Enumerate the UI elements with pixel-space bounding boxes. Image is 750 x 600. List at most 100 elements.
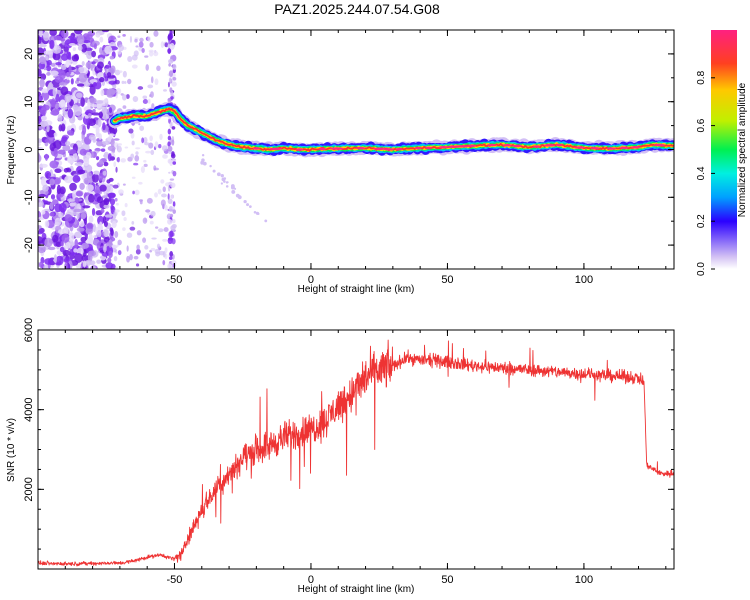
noise-blob bbox=[149, 51, 154, 57]
noise-blob bbox=[209, 164, 212, 168]
noise-blob bbox=[40, 177, 48, 187]
noise-blob bbox=[171, 126, 176, 130]
noise-blob bbox=[135, 147, 141, 150]
noise-blob bbox=[138, 41, 144, 48]
noise-blob bbox=[131, 64, 138, 69]
noise-blob bbox=[49, 39, 55, 49]
noise-blob bbox=[38, 95, 44, 102]
noise-blob bbox=[89, 177, 93, 184]
ridge-peak bbox=[383, 148, 394, 151]
noise-blob bbox=[108, 133, 115, 137]
xtick-label: 100 bbox=[575, 274, 593, 286]
noise-blob bbox=[103, 197, 110, 206]
noise-blob bbox=[96, 141, 104, 147]
noise-blob bbox=[220, 182, 223, 185]
ytick-label: 0 bbox=[23, 146, 35, 152]
noise-blob bbox=[86, 222, 94, 230]
noise-blob bbox=[73, 208, 83, 213]
noise-blob bbox=[123, 217, 127, 222]
noise-blob bbox=[246, 203, 250, 207]
noise-blob bbox=[156, 65, 161, 72]
noise-blob bbox=[54, 168, 62, 174]
noise-blob bbox=[114, 69, 121, 76]
noise-blob bbox=[38, 152, 41, 163]
noise-blob bbox=[53, 254, 58, 264]
noise-blob bbox=[135, 248, 141, 255]
noise-blob bbox=[171, 81, 177, 87]
noise-blob bbox=[118, 44, 124, 52]
noise-blob bbox=[114, 230, 119, 238]
noise-blob bbox=[150, 76, 154, 84]
noise-blob bbox=[161, 145, 168, 152]
noise-blob bbox=[162, 260, 166, 266]
noise-blob bbox=[90, 104, 99, 108]
noise-blob bbox=[151, 237, 157, 240]
noise-blob bbox=[71, 54, 79, 62]
noise-blob bbox=[154, 141, 159, 149]
noise-blob bbox=[88, 113, 92, 118]
noise-blob bbox=[108, 192, 116, 199]
noise-blob bbox=[145, 253, 150, 258]
noise-blob bbox=[46, 72, 51, 76]
noise-blob bbox=[53, 147, 59, 158]
spectrogram-ticks: -50 0 50 100 -20 -10 0 10 20 bbox=[23, 29, 674, 286]
noise-blob bbox=[38, 115, 42, 124]
spectrogram-ylabel: Frequency (Hz) bbox=[6, 116, 17, 185]
noise-blob bbox=[38, 146, 44, 151]
noise-blob bbox=[103, 244, 107, 253]
colorbar-tick-label: 0.0 bbox=[696, 262, 707, 276]
noise-blob bbox=[167, 237, 173, 245]
noise-blob bbox=[81, 242, 89, 249]
noise-blob bbox=[164, 42, 169, 48]
noise-blob bbox=[167, 193, 170, 201]
noise-blob bbox=[131, 140, 135, 146]
noise-blob bbox=[57, 228, 67, 235]
noise-blob bbox=[93, 43, 97, 50]
noise-blob bbox=[42, 31, 50, 42]
noise-blob bbox=[61, 233, 70, 243]
noise-blob bbox=[38, 230, 44, 235]
noise-blob bbox=[38, 163, 48, 168]
noise-blob bbox=[67, 130, 74, 136]
noise-blob bbox=[115, 92, 118, 99]
noise-blob bbox=[61, 53, 69, 61]
noise-blob bbox=[69, 182, 77, 192]
noise-blob bbox=[158, 143, 162, 149]
noise-blob bbox=[144, 55, 149, 58]
noise-blob bbox=[132, 190, 135, 195]
noise-blob bbox=[103, 229, 109, 237]
noise-blob bbox=[122, 33, 126, 37]
noise-blob bbox=[115, 249, 118, 254]
noise-blob bbox=[134, 189, 140, 196]
noise-blob bbox=[51, 98, 56, 108]
noise-blob bbox=[46, 59, 52, 66]
noise-blob bbox=[102, 170, 107, 176]
noise-blob bbox=[58, 202, 67, 213]
noise-blob bbox=[64, 175, 73, 184]
noise-blob bbox=[101, 251, 110, 257]
noise-blob bbox=[225, 185, 229, 188]
noise-blob bbox=[52, 234, 59, 243]
ridge-peak bbox=[269, 147, 283, 151]
noise-blob bbox=[78, 66, 85, 73]
noise-blob bbox=[42, 184, 49, 192]
noise-blob bbox=[91, 112, 101, 116]
noise-blob bbox=[39, 261, 44, 269]
noise-blob bbox=[75, 191, 83, 197]
noise-blob bbox=[167, 145, 173, 152]
noise-blob bbox=[170, 153, 176, 159]
noise-blob bbox=[100, 89, 105, 97]
noise-blob bbox=[122, 70, 127, 78]
noise-blob bbox=[153, 51, 159, 57]
noise-blob bbox=[67, 198, 76, 203]
colorbar-tick-label: 0.4 bbox=[696, 166, 707, 180]
ridge-peak bbox=[395, 147, 403, 151]
noise-blob bbox=[168, 206, 174, 212]
noise-blob bbox=[49, 30, 57, 37]
noise-blob bbox=[161, 193, 167, 198]
noise-blob bbox=[147, 98, 151, 104]
noise-blob bbox=[60, 241, 64, 247]
noise-blob bbox=[121, 210, 126, 217]
spectrogram-data bbox=[38, 30, 674, 269]
